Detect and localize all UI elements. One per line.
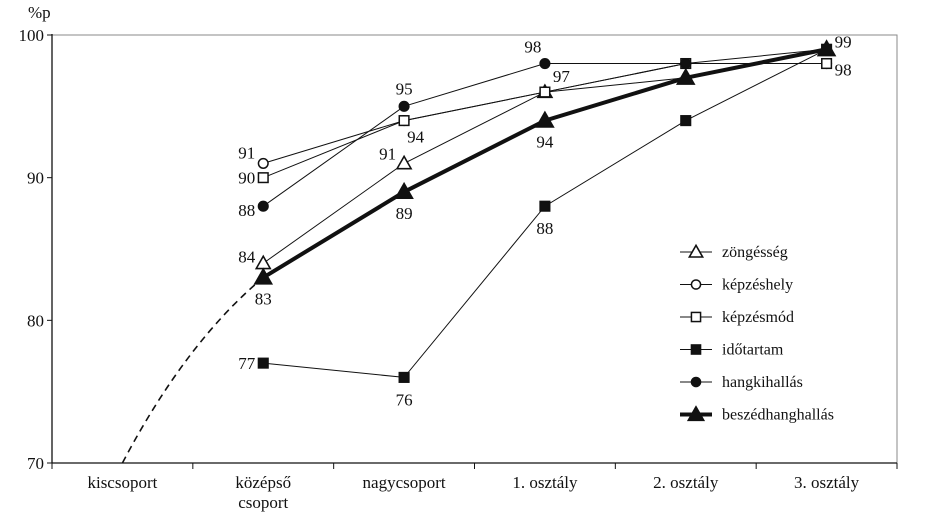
x-tick-label: középső (235, 473, 291, 492)
data-point (257, 357, 269, 369)
data-point (257, 172, 269, 184)
data-point (398, 100, 410, 112)
data-point (690, 311, 702, 323)
extrapolation (121, 276, 264, 464)
data-point (257, 200, 269, 212)
y-tick-label: 90 (27, 169, 44, 188)
legend: zöngésség képzéshely képzésmód időtartam han… (680, 243, 834, 424)
y-axis-label-group: %p (28, 3, 51, 22)
axes (47, 34, 898, 469)
data-point (686, 405, 706, 422)
data-point (680, 115, 692, 127)
data-label: 83 (255, 290, 272, 309)
series-line (263, 48, 827, 378)
data-point (398, 115, 410, 127)
data-point (690, 376, 702, 388)
data-label: 98 (835, 61, 852, 80)
data-label: 94 (536, 133, 554, 152)
data-label: 76 (396, 390, 413, 409)
data-point (253, 267, 274, 285)
data-point (539, 57, 551, 70)
data-point (254, 254, 272, 270)
data-label: 91 (379, 144, 396, 163)
data-point (690, 344, 702, 355)
data-label: 91 (238, 143, 255, 162)
data-point (539, 86, 551, 98)
legend-entry: időtartam (722, 342, 784, 359)
x-tick-label: nagycsoport (363, 473, 446, 492)
data-label: 97 (553, 67, 571, 86)
y-axis-label: %p (28, 3, 51, 22)
data-point (257, 157, 269, 169)
series-line (262, 48, 827, 207)
y-tick-label: 70 (27, 454, 44, 473)
data-point (535, 110, 555, 128)
legend-entry: zöngésség (722, 244, 788, 261)
data-point (395, 154, 413, 170)
x-tick-label: 2. osztály (653, 473, 719, 492)
x-tick-label: 1. osztály (512, 473, 578, 492)
data-labels: 84 91 91 97 90 94 98 77 76 88 88 95 98 99 83 89 94 (238, 32, 851, 409)
data-label: 77 (238, 354, 256, 373)
y-tick-labels: 70 80 90 100 (19, 26, 45, 473)
series-group (253, 39, 837, 383)
data-label: 98 (524, 38, 541, 57)
legend-entry: hangkihallás (722, 374, 803, 391)
data-point (687, 243, 705, 258)
y-tick-label: 100 (19, 26, 45, 45)
data-label: 89 (396, 204, 413, 223)
data-label: 88 (238, 201, 255, 220)
x-tick-label: csoport (238, 493, 288, 512)
legend-entry: képzéshely (722, 277, 793, 294)
x-tick-label: kiscsoport (87, 473, 157, 492)
data-point (394, 181, 414, 200)
data-label: 94 (407, 128, 425, 147)
y-tick-label: 80 (27, 311, 44, 330)
data-label: 99 (835, 32, 852, 51)
extrapolation-line (121, 276, 264, 464)
data-label: 84 (238, 247, 256, 266)
data-point (680, 57, 692, 70)
legend-entry: képzésmód (722, 309, 794, 326)
legend-entry: beszédhanghallás (722, 407, 834, 424)
data-label: 95 (396, 79, 413, 98)
data-point (675, 67, 696, 85)
data-point (690, 279, 702, 290)
data-label: 90 (238, 169, 255, 188)
data-point (398, 371, 410, 383)
data-label: 88 (536, 219, 553, 238)
x-tick-label: 3. osztály (794, 473, 860, 492)
data-point (821, 57, 833, 70)
data-point (816, 39, 837, 57)
data-point (539, 200, 551, 212)
